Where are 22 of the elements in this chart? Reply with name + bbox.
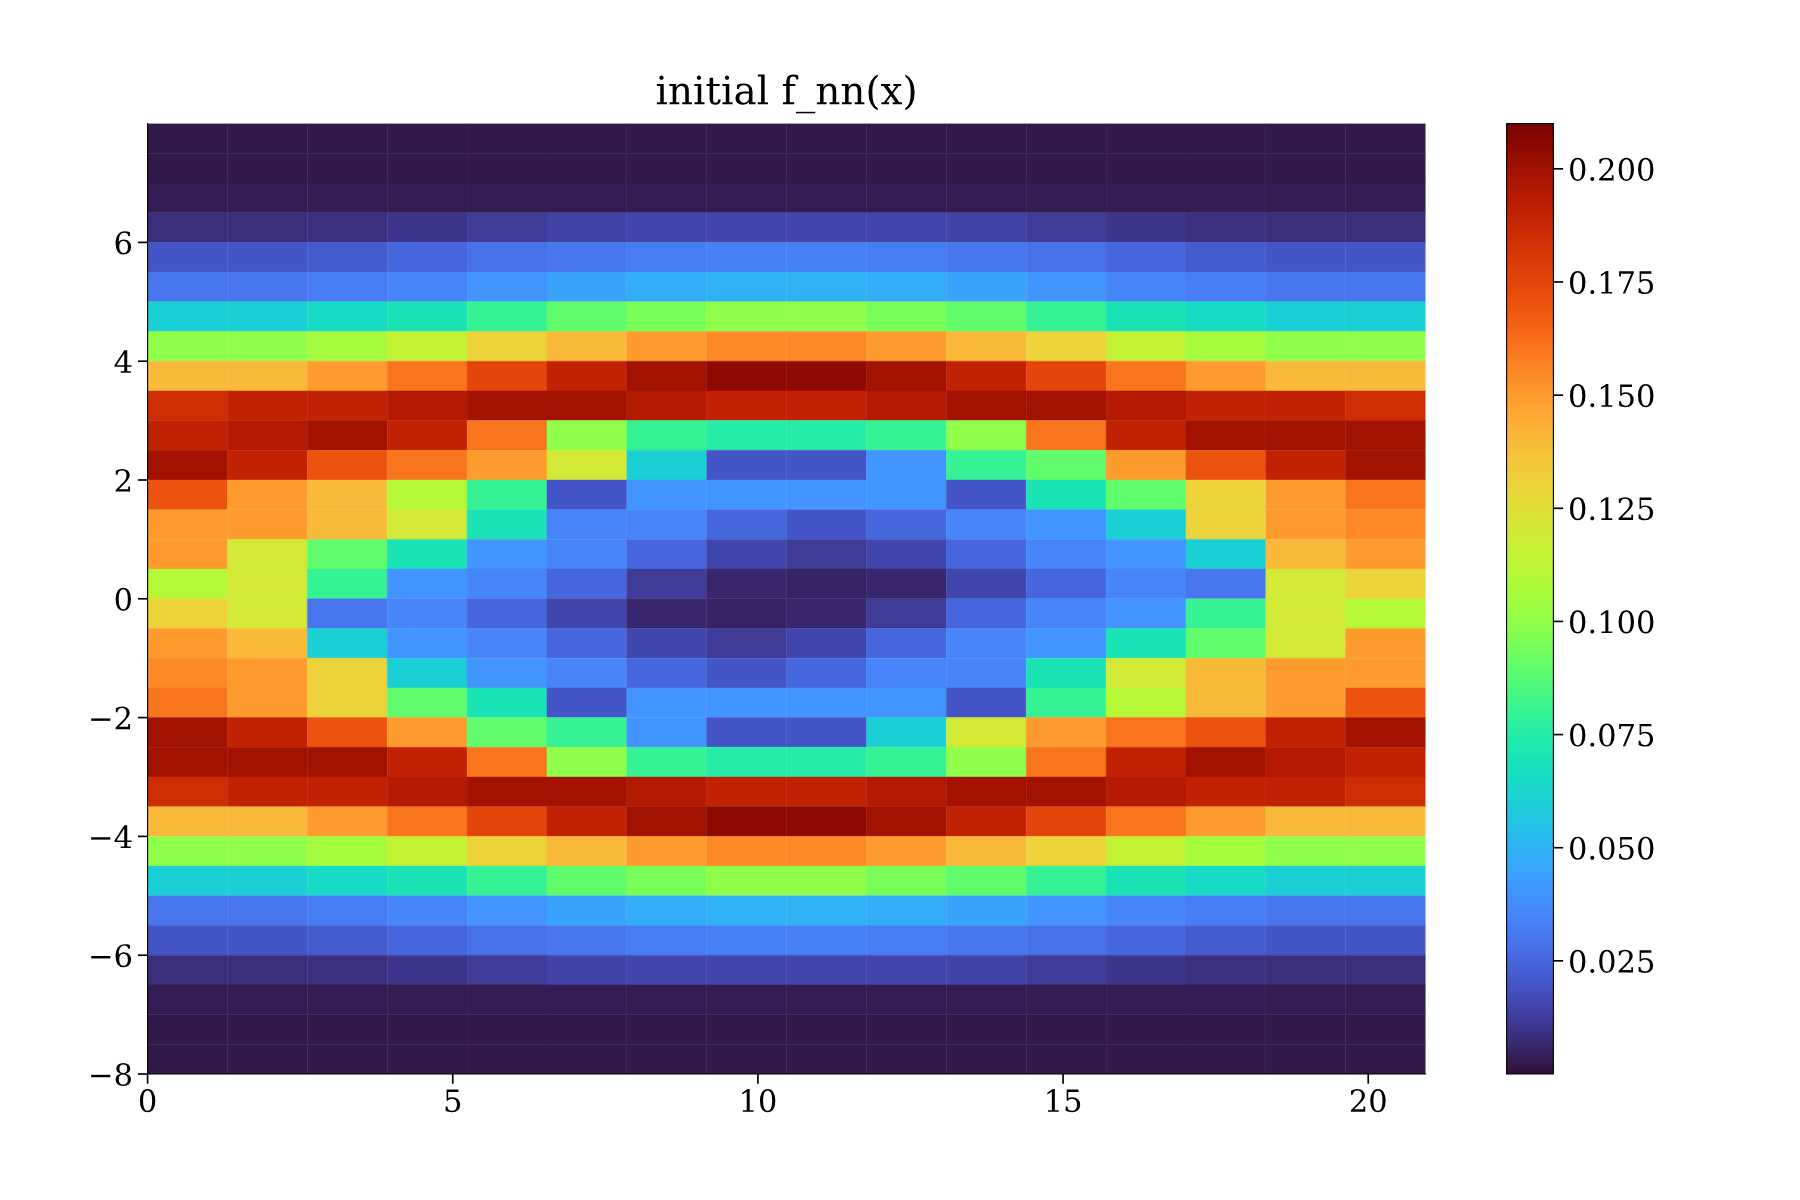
color-bar-label: 0.200 — [1570, 157, 1654, 181]
x-tick-label: 20 — [1350, 1089, 1386, 1113]
color-bar-label: 0.125 — [1570, 497, 1654, 521]
y-tick-label: 0 — [115, 587, 131, 611]
y-tick-label: −6 — [91, 944, 132, 968]
chart-title: initial f_nn(x) — [656, 74, 915, 114]
y-tick-label: 6 — [115, 231, 132, 255]
y-tick-label: −8 — [91, 1062, 131, 1087]
color-bar-label: 0.100 — [1570, 610, 1654, 634]
color-bar-label: 0.050 — [1570, 836, 1654, 860]
x-tick-label: 0 — [139, 1089, 156, 1113]
x-tick-label: 10 — [742, 1089, 776, 1113]
color-bar-label: 0.150 — [1570, 384, 1654, 408]
x-tick-label: 15 — [1047, 1089, 1081, 1113]
y-tick-label: −2 — [91, 706, 131, 730]
x-tick-label: 5 — [445, 1089, 461, 1113]
y-tick-label: −4 — [91, 825, 132, 849]
color-bar-label: 0.025 — [1570, 949, 1654, 973]
y-tick-label: 2 — [115, 468, 131, 492]
y-tick-label: 4 — [114, 350, 132, 373]
color-bar-label: 0.175 — [1570, 270, 1654, 295]
color-bar-label: 0.075 — [1570, 723, 1654, 747]
